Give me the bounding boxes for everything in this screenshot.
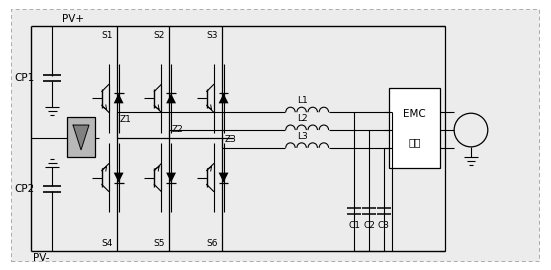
Text: 滤波: 滤波 — [408, 137, 421, 147]
Text: C1: C1 — [348, 221, 360, 230]
Text: C2: C2 — [363, 221, 375, 230]
Polygon shape — [219, 93, 229, 103]
Text: S6: S6 — [206, 239, 218, 248]
FancyBboxPatch shape — [11, 9, 539, 261]
Polygon shape — [219, 173, 229, 183]
Text: S2: S2 — [154, 31, 165, 40]
Text: Z3: Z3 — [224, 135, 236, 144]
Text: Z2: Z2 — [172, 125, 184, 134]
FancyBboxPatch shape — [67, 117, 95, 157]
Text: L2: L2 — [298, 114, 308, 123]
Polygon shape — [166, 173, 176, 183]
Text: C3: C3 — [378, 221, 390, 230]
Text: Z1: Z1 — [120, 115, 132, 124]
Text: S1: S1 — [101, 31, 112, 40]
Text: S3: S3 — [206, 31, 218, 40]
Text: EMC: EMC — [403, 109, 426, 119]
Text: PV+: PV+ — [62, 14, 84, 24]
Polygon shape — [166, 93, 176, 103]
Polygon shape — [114, 173, 123, 183]
Text: CP1: CP1 — [14, 73, 35, 83]
Text: L1: L1 — [298, 96, 308, 105]
Text: S5: S5 — [154, 239, 165, 248]
Text: L3: L3 — [298, 132, 308, 141]
Text: S4: S4 — [101, 239, 112, 248]
Polygon shape — [114, 93, 123, 103]
Text: PV-: PV- — [33, 253, 49, 263]
FancyBboxPatch shape — [389, 89, 440, 168]
Polygon shape — [73, 125, 89, 150]
Text: CP2: CP2 — [14, 184, 35, 194]
